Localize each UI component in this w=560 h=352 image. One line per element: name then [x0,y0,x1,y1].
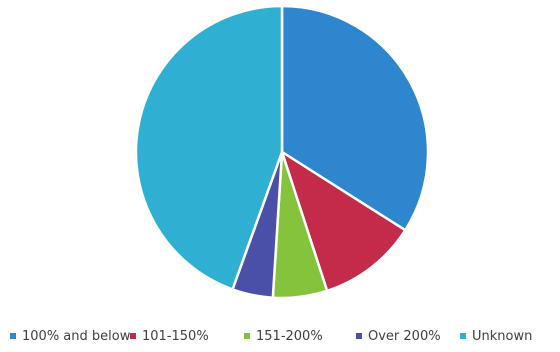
legend-swatch-over-200 [356,333,362,339]
legend-label-unknown: Unknown [472,329,532,344]
legend-item-101-150: 101-150% [130,329,209,344]
pie-slices [134,4,430,300]
legend-swatch-100-and-below [10,333,16,339]
legend-item-151-200: 151-200% [244,329,323,344]
legend-label-151-200: 151-200% [256,329,323,344]
legend-label-100-and-below: 100% and below [22,329,131,344]
legend-swatch-unknown [460,333,466,339]
legend-label-over-200: Over 200% [368,329,441,344]
legend-label-101-150: 101-150% [142,329,209,344]
legend-swatch-101-150 [130,333,136,339]
pie-slice-101-150 [280,150,407,293]
legend-item-unknown: Unknown [460,329,532,344]
pie-slice-unknown [134,4,284,291]
legend-item-over-200: Over 200% [356,329,441,344]
legend-item-100-and-below: 100% and below [10,329,131,344]
legend-swatch-151-200 [244,333,250,339]
legend: 100% and below 101-150% 151-200% Over 200% U… [10,329,532,344]
